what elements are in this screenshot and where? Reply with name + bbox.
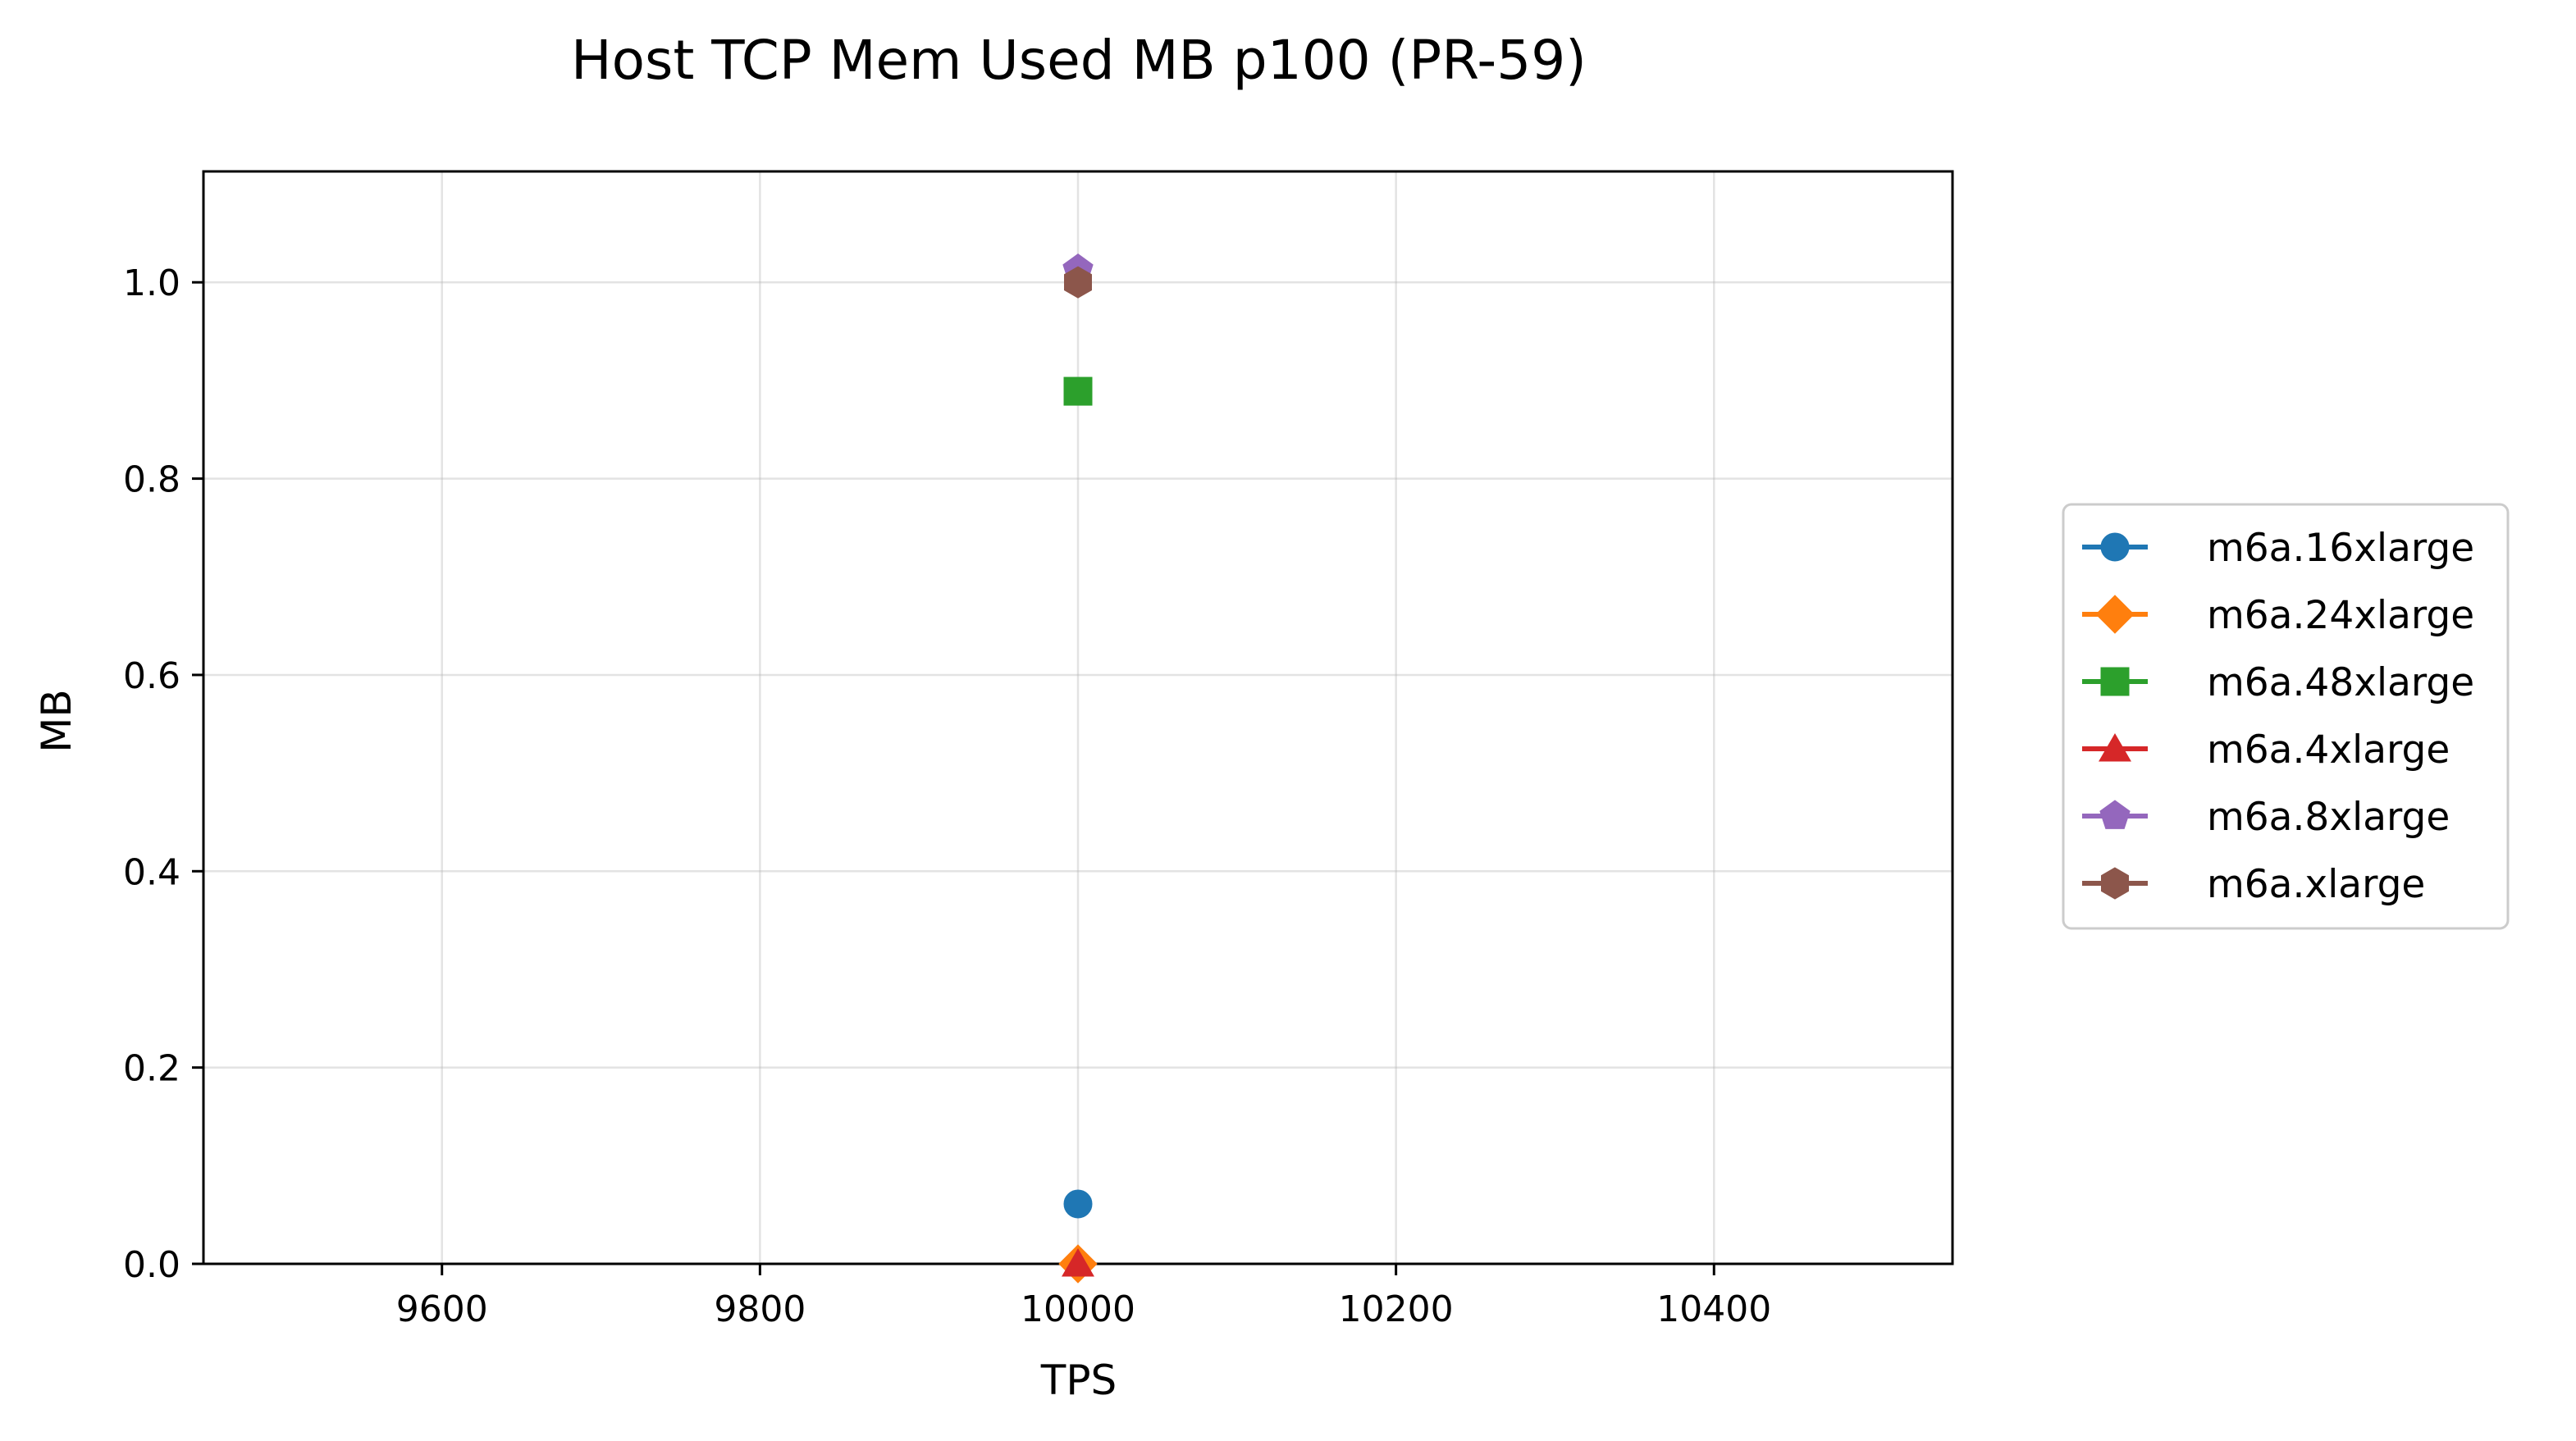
series-m6a.xlarge [1064, 266, 1092, 299]
legend-marker [2099, 800, 2131, 829]
y-tick-label: 0.2 [123, 1048, 180, 1090]
legend-entry: m6a.8xlarge [2082, 795, 2450, 840]
x-tick-label: 9600 [396, 1288, 488, 1330]
series-m6a.16xlarge [1063, 1189, 1093, 1219]
legend-marker [2101, 867, 2129, 900]
legend-marker [2099, 733, 2131, 762]
legend-marker [2100, 667, 2130, 696]
data-point [1063, 1189, 1093, 1219]
legend-label: m6a.48xlarge [2207, 660, 2474, 705]
x-tick-label: 10400 [1656, 1288, 1771, 1330]
y-axis-label: MB [33, 689, 80, 752]
legend-marker [2095, 595, 2135, 634]
legend-label: m6a.16xlarge [2207, 526, 2474, 571]
grid [203, 171, 1953, 1265]
y-tick-label: 0.6 [123, 655, 180, 697]
legend-label: m6a.24xlarge [2207, 593, 2474, 638]
data-point [1062, 1248, 1094, 1277]
x-axis-label: TPS [1040, 1357, 1117, 1404]
legend-marker [2100, 532, 2130, 562]
legend-entry: m6a.xlarge [2082, 862, 2425, 907]
x-tick-label: 10000 [1021, 1288, 1135, 1330]
legend-frame [2062, 503, 2510, 930]
legend-entry: m6a.4xlarge [2082, 727, 2450, 773]
legend-label: m6a.4xlarge [2207, 727, 2450, 773]
x-tick-label: 9800 [714, 1288, 806, 1330]
axis-ticks: 9600 9800 10000 10200 10400 0.0 0.2 0.4 0.6 0.8 1.… [123, 262, 1771, 1330]
series-m6a.48xlarge [1063, 376, 1093, 406]
legend-entry: m6a.16xlarge [2082, 526, 2474, 571]
data-point [1063, 376, 1093, 406]
legend-label: m6a.xlarge [2207, 862, 2425, 907]
data-marks [1058, 253, 1098, 1284]
y-tick-label: 0.0 [123, 1244, 180, 1286]
x-tick-label: 10200 [1339, 1288, 1454, 1330]
legend: m6a.16xlarge m6a.24xlarge m6a.48xlarge m6a.… [2062, 503, 2510, 930]
chart-title: Host TCP Mem Used MB p100 (PR-59) [571, 29, 1587, 92]
data-point [1064, 266, 1092, 299]
legend-label: m6a.8xlarge [2207, 795, 2450, 840]
y-tick-label: 1.0 [123, 262, 180, 304]
legend-entry: m6a.48xlarge [2082, 660, 2474, 705]
y-tick-label: 0.4 [123, 851, 180, 893]
legend-entry: m6a.24xlarge [2082, 593, 2474, 638]
series-m6a.4xlarge [1062, 1248, 1094, 1277]
y-tick-label: 0.8 [123, 459, 180, 501]
